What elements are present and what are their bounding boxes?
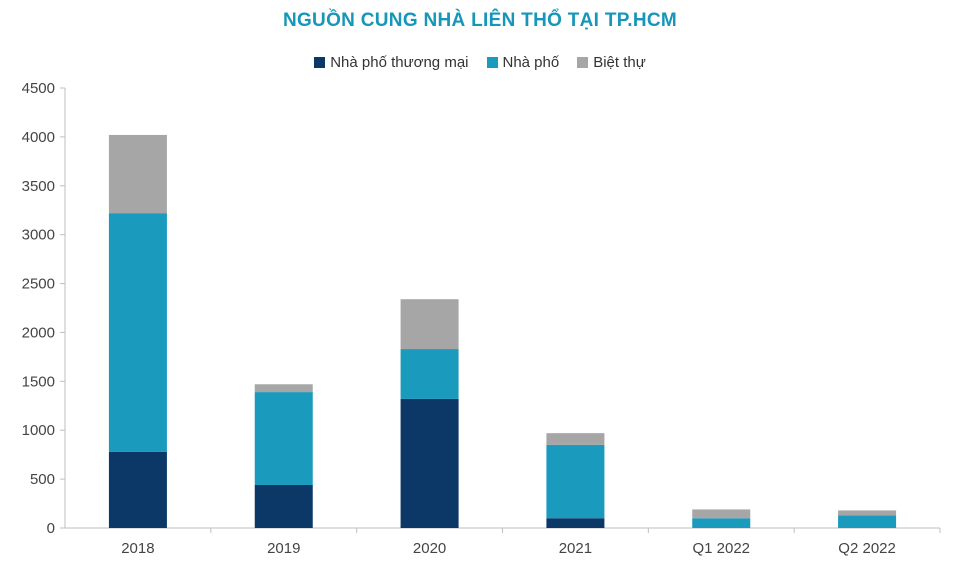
y-tick-label: 4500 [22, 80, 55, 97]
y-tick-label: 0 [47, 520, 55, 537]
bar-segment-0-1 [254, 484, 313, 528]
bar-segment-1-5 [838, 515, 897, 528]
legend-swatch-nha-pho-thuong-mai [314, 57, 326, 68]
legend-item-nha-pho-thuong-mai: Nhà phố thương mại [314, 54, 469, 71]
bar-segment-2-5 [838, 510, 897, 516]
x-tick-label: 2021 [559, 540, 592, 557]
y-tick-label: 1000 [22, 422, 55, 439]
x-tick-label: 2019 [267, 540, 300, 557]
y-tick-label: 2500 [22, 276, 55, 293]
y-tick-label: 3000 [22, 227, 55, 244]
bar-segment-1-0 [108, 213, 167, 452]
bar-segment-2-4 [692, 509, 751, 519]
bar-segment-1-2 [400, 349, 459, 399]
bar-segment-2-3 [546, 433, 605, 445]
y-tick-label: 1500 [22, 373, 55, 390]
bar-segment-0-0 [108, 451, 167, 528]
x-tick-label: Q2 2022 [838, 540, 896, 557]
legend-label-biet-thu: Biệt thự [593, 54, 646, 71]
legend-label-nha-pho: Nhà phố [502, 54, 560, 71]
bar-segment-1-4 [692, 518, 751, 528]
x-tick-label: Q1 2022 [692, 540, 750, 557]
y-tick-label: 4000 [22, 129, 55, 146]
y-tick-label: 3500 [22, 178, 55, 195]
bar-segment-2-0 [108, 134, 167, 214]
x-tick-label: 2020 [413, 540, 446, 557]
chart-title: NGUỒN CUNG NHÀ LIÊN THỔ TẠI TP.HCM [282, 10, 678, 31]
bar-segment-1-3 [546, 444, 605, 519]
legend-swatch-nha-pho [486, 57, 498, 68]
legend-item-biet-thu: Biệt thự [577, 54, 646, 71]
y-tick-label: 500 [30, 471, 55, 488]
legend: Nhà phố thương mại Nhà phố Biệt thự [0, 54, 960, 71]
x-tick-label: 2018 [121, 540, 154, 557]
bar-segment-0-3 [546, 518, 605, 528]
legend-item-nha-pho: Nhà phố [486, 54, 560, 71]
bar-segment-2-2 [400, 299, 459, 350]
legend-label-nha-pho-thuong-mai: Nhà phố thương mại [330, 54, 469, 71]
legend-swatch-biet-thu [577, 57, 589, 68]
bar-segment-2-1 [254, 384, 313, 393]
bar-segment-0-2 [400, 398, 459, 528]
bar-segment-1-1 [254, 392, 313, 485]
y-tick-label: 2000 [22, 324, 55, 341]
